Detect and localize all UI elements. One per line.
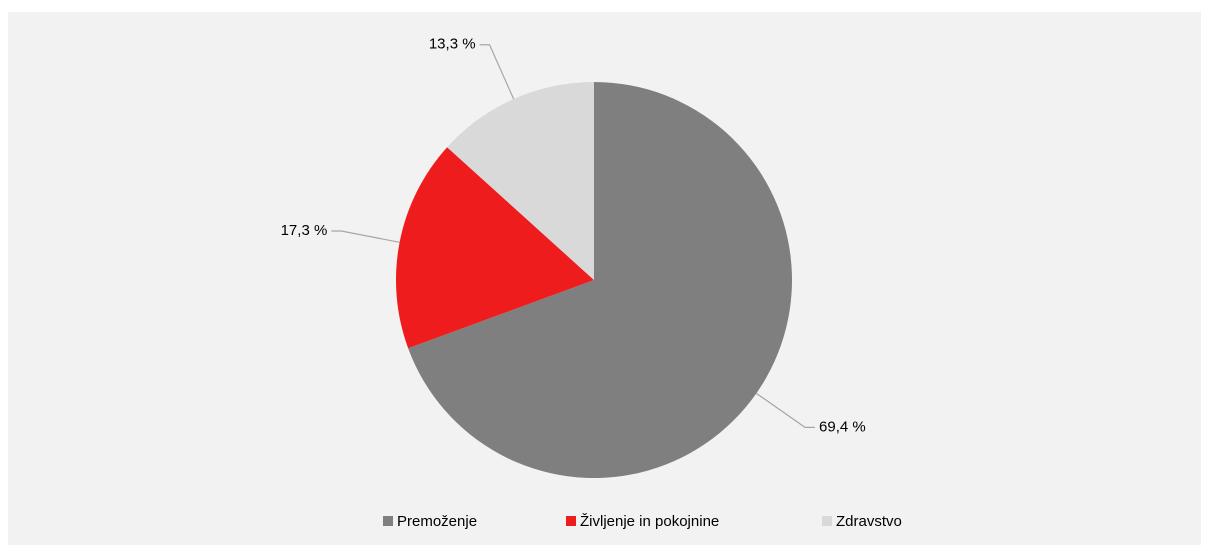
legend-swatch — [566, 516, 576, 526]
legend-label: Življenje in pokojnine — [580, 513, 719, 530]
legend-swatch — [383, 516, 393, 526]
data-label: 13,3 % — [429, 36, 476, 53]
leader-line — [479, 44, 515, 100]
leader-line — [756, 392, 816, 428]
pie-slice — [396, 147, 594, 349]
legend-swatch — [822, 516, 832, 526]
leader-line — [331, 230, 400, 243]
legend-label: Premoženje — [397, 513, 477, 530]
data-label: 69,4 % — [819, 418, 866, 435]
pie-slice — [408, 82, 792, 478]
pie-slice — [447, 82, 594, 280]
legend-label: Zdravstvo — [836, 513, 902, 530]
data-label: 17,3 % — [281, 222, 328, 239]
